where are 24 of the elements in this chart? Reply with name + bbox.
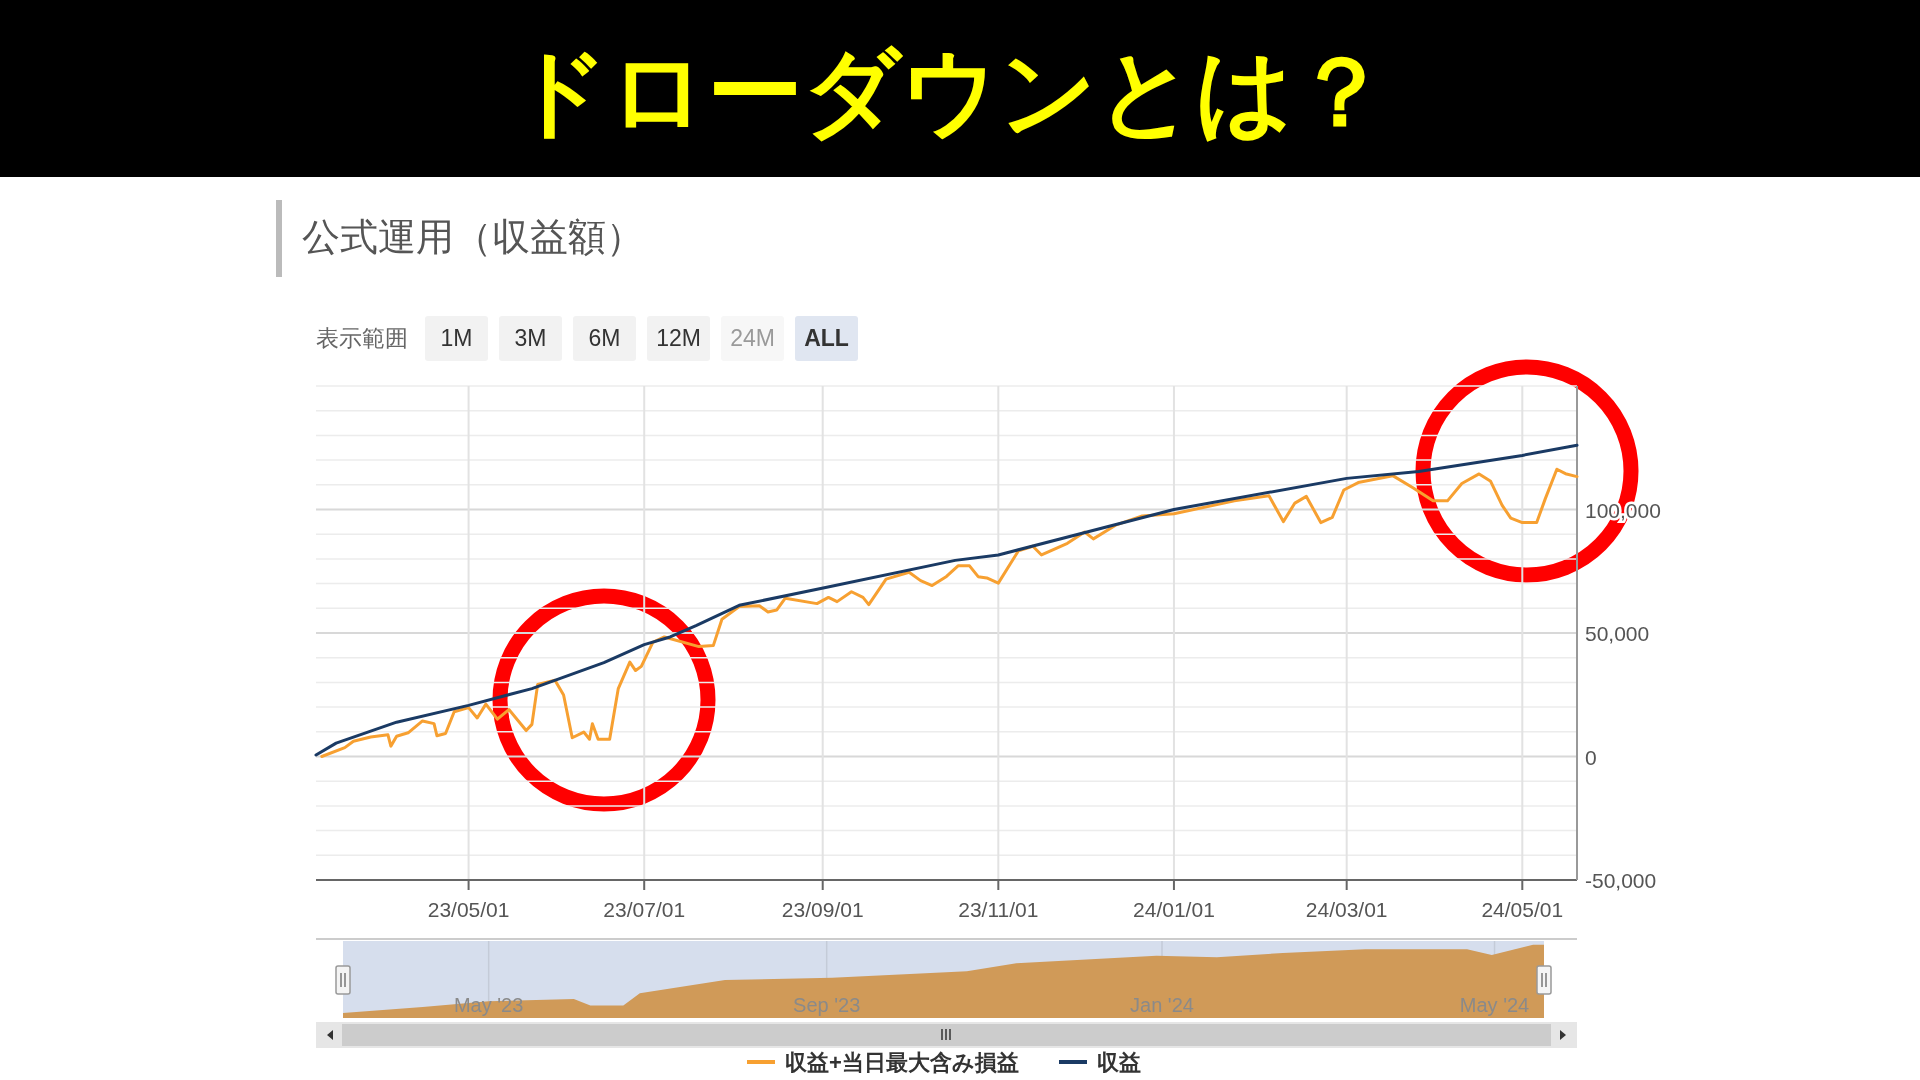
x-tick-label: 23/05/01 <box>427 898 510 921</box>
x-tick-label: 24/05/01 <box>1481 898 1564 921</box>
x-tick-label: 23/11/01 <box>958 898 1039 921</box>
x-tick-label: 24/03/01 <box>1305 898 1388 921</box>
x-tick-label: 24/01/01 <box>1133 898 1215 921</box>
y-tick-label: 50,000 <box>1585 622 1650 645</box>
legend-label: 収益+当日最大含み損益 <box>785 1050 1019 1075</box>
x-tick-label: 23/09/01 <box>781 898 864 921</box>
text: 6M <box>588 325 621 351</box>
text: 1M <box>440 325 473 351</box>
text: 12M <box>656 325 701 351</box>
y-tick-label: -50,000 <box>1585 869 1657 892</box>
text: ALL <box>804 325 849 351</box>
x-tick-label: 23/07/01 <box>603 898 686 921</box>
text: 24M <box>730 325 775 351</box>
x-tick-label: Jan '24 <box>1130 994 1194 1016</box>
y-tick-label: 0 <box>1585 745 1597 769</box>
legend-label: 収益 <box>1097 1050 1141 1075</box>
text: 3M <box>514 325 547 351</box>
chart-subtitle: 公式運用（収益額） <box>302 216 644 258</box>
chart-title: ドローダウンとは？ <box>511 38 1389 145</box>
x-tick-label: May '24 <box>1459 994 1530 1016</box>
text: 表示範囲 <box>316 325 408 351</box>
x-tick-label: Sep '23 <box>793 994 861 1016</box>
